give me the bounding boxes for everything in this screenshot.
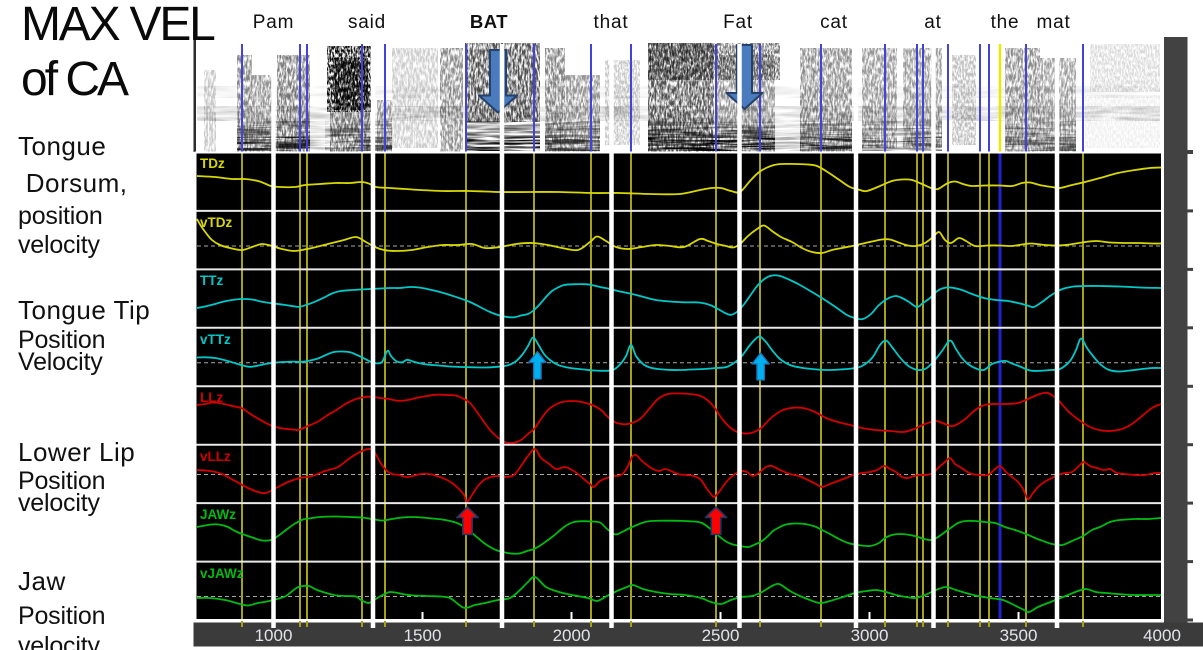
svg-text:LLz: LLz <box>200 390 223 405</box>
svg-text:2000: 2000 <box>553 626 591 645</box>
svg-text:TDz: TDz <box>200 156 225 171</box>
svg-text:3000: 3000 <box>851 626 889 645</box>
svg-text:vTTz: vTTz <box>200 332 231 347</box>
svg-text:vJAWz: vJAWz <box>200 566 244 581</box>
svg-text:1500: 1500 <box>404 626 442 645</box>
svg-text:3500: 3500 <box>1000 626 1038 645</box>
svg-text:4000: 4000 <box>1143 626 1181 645</box>
svg-text:vTDz: vTDz <box>200 215 233 230</box>
svg-text:JAWz: JAWz <box>200 507 236 522</box>
svg-text:TTz: TTz <box>200 273 223 288</box>
svg-text:2500: 2500 <box>702 626 740 645</box>
svg-text:1000: 1000 <box>255 626 293 645</box>
svg-text:vLLz: vLLz <box>200 449 231 464</box>
